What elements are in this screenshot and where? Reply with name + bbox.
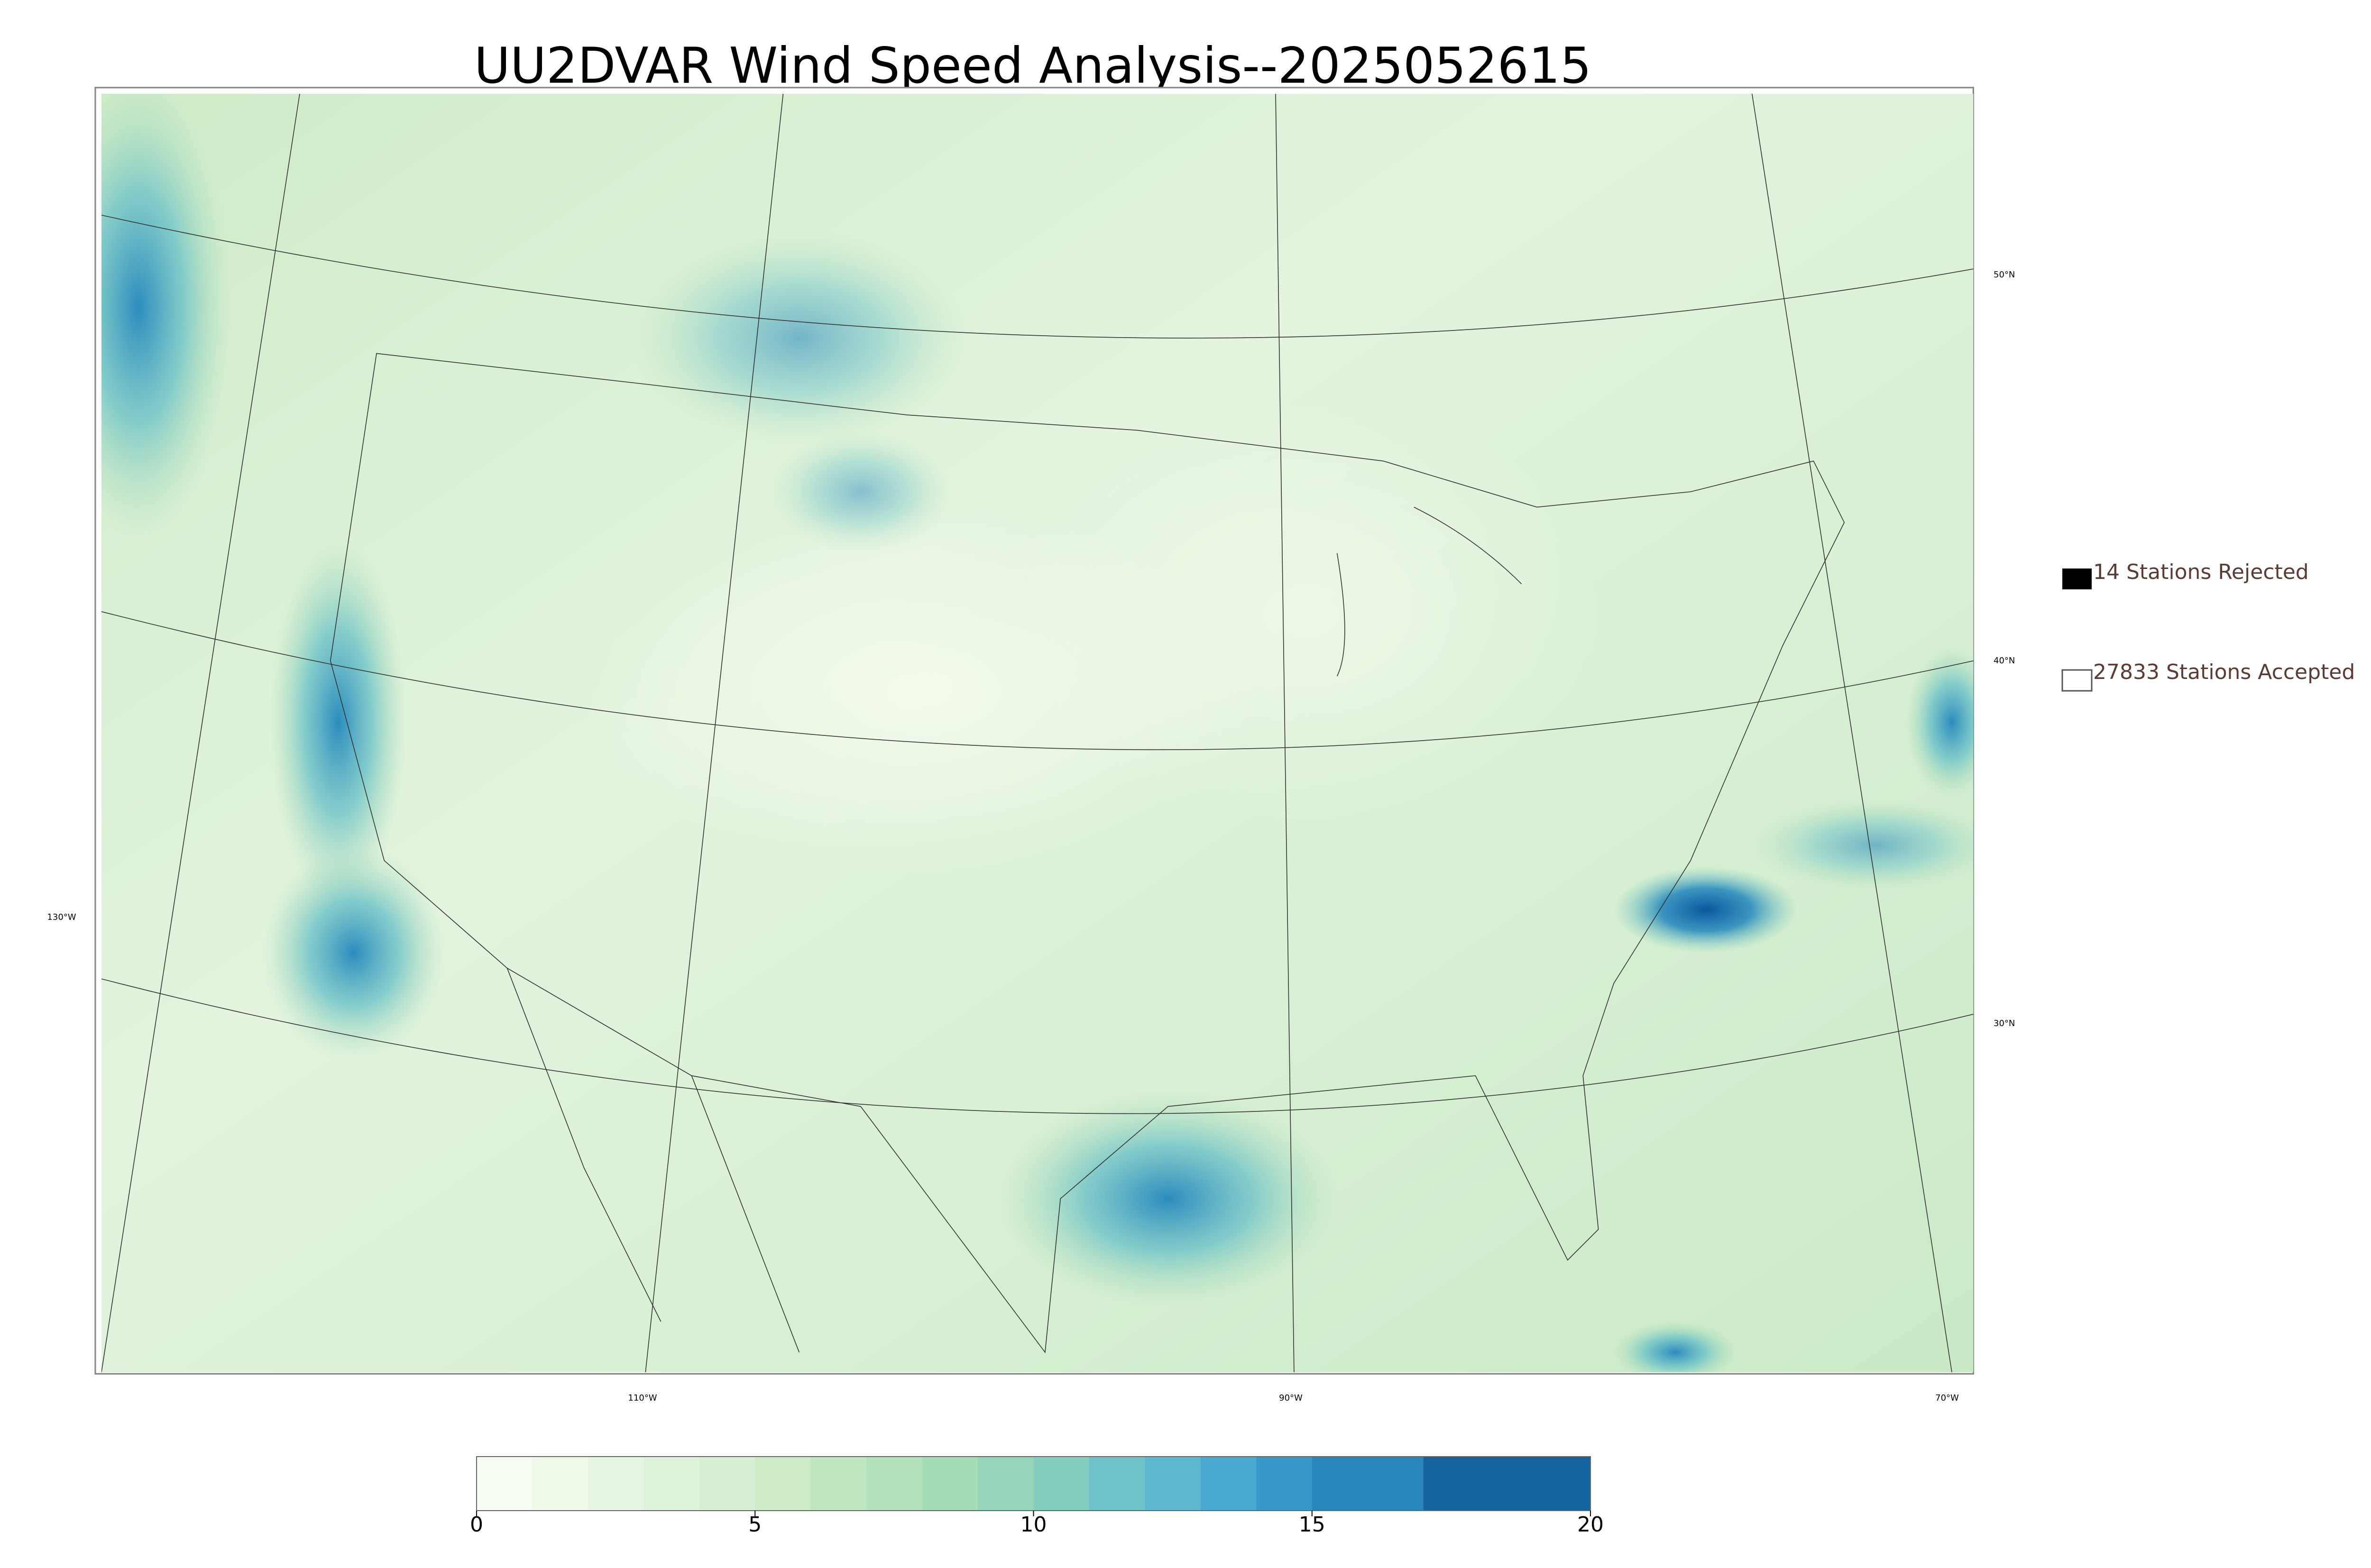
rejected-marker	[2062, 569, 2092, 589]
legend: 14 Stations Rejected 27833 Stations Acce…	[2061, 560, 2355, 692]
tick-label: 10	[1020, 1513, 1047, 1537]
colorbar-segment	[922, 1457, 978, 1511]
map	[94, 87, 1975, 1375]
colorbar-segment	[477, 1457, 533, 1511]
colorbar-segment	[699, 1457, 755, 1511]
colorbar-segment	[755, 1457, 811, 1511]
tick-label: 20	[1577, 1513, 1604, 1537]
graticule-labels: 50°N 40°N 30°N 130°W 110°W 90°W 70°W	[47, 270, 2015, 1403]
colorbar-segment	[1089, 1457, 1145, 1511]
colorbar-segment	[643, 1457, 700, 1511]
lon-label: 130°W	[47, 912, 76, 922]
colorbar-segment	[1033, 1457, 1090, 1511]
tick-label: 15	[1299, 1513, 1325, 1537]
lat-label: 40°N	[1994, 656, 2015, 666]
legend-label: 14 Stations Rejected	[2093, 560, 2309, 584]
colorbar-segment	[1200, 1457, 1257, 1511]
colorbar-segment	[1312, 1457, 1424, 1511]
lon-label: 70°W	[1935, 1393, 1959, 1403]
colorbar-segment	[1256, 1457, 1313, 1511]
lon-label: 90°W	[1279, 1393, 1303, 1403]
lat-label: 50°N	[1994, 270, 2015, 280]
tick-label: 5	[748, 1513, 762, 1537]
colorbar-segment	[978, 1457, 1034, 1511]
colorbar-segment	[588, 1457, 644, 1511]
tick-label: 0	[470, 1513, 483, 1537]
legend-label: 27833 Stations Accepted	[2093, 660, 2355, 684]
colorbar-segment	[810, 1457, 867, 1511]
colorbar-segment	[866, 1457, 923, 1511]
colorbar: 0 5 10 15 20	[470, 1456, 1604, 1537]
accepted-marker	[2061, 669, 2093, 692]
colorbar-segment	[1145, 1457, 1201, 1511]
colorbar-segment	[532, 1457, 588, 1511]
lon-label: 110°W	[628, 1393, 657, 1403]
map-title: UU2DVAR Wind Speed Analysis--2025052615	[474, 37, 1591, 94]
colorbar-segment	[1423, 1457, 1591, 1511]
lat-label: 30°N	[1994, 1018, 2015, 1028]
